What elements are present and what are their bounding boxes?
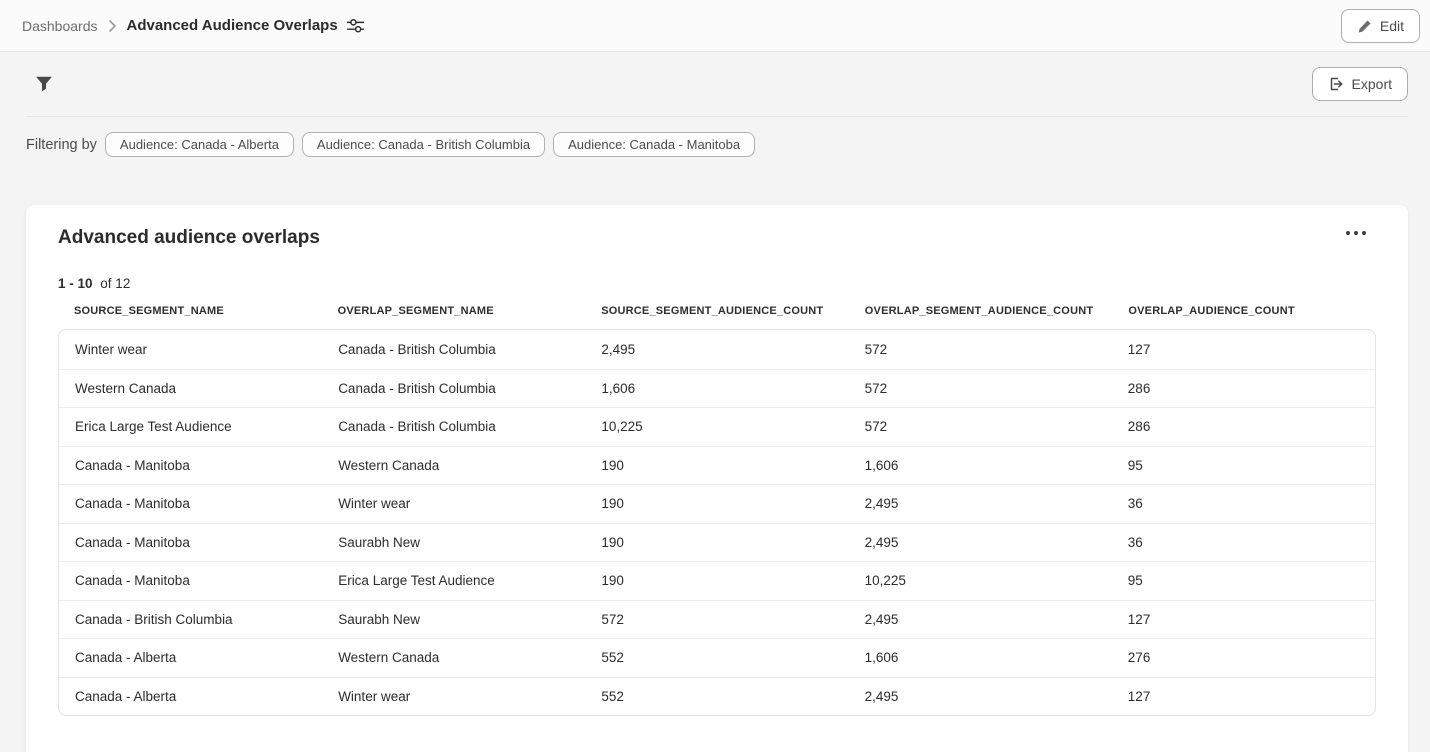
- table-cell: 2,495: [864, 496, 899, 512]
- table-cell: 2,495: [601, 341, 636, 357]
- filtering-by-label: Filtering by: [26, 136, 97, 153]
- table-cell: Western Canada: [338, 457, 440, 473]
- table-cell: 1,606: [864, 457, 899, 473]
- table-cell: 36: [1127, 534, 1143, 550]
- table-cell: 2,495: [864, 688, 899, 704]
- table-row: Canada - Manitoba Western Canada 190 1,606 9…: [59, 445, 1375, 485]
- page-title: Advanced Audience Overlaps: [127, 16, 365, 35]
- table-row: Canada - British Columbia Saurabh New 572 2…: [59, 599, 1375, 639]
- table-cell: Winter wear: [75, 341, 148, 357]
- table-row: Canada - Manitoba Erica Large Test Audien…: [59, 561, 1375, 600]
- table-cell: 276: [1127, 650, 1151, 666]
- table-cell: 1,606: [601, 380, 636, 396]
- table-cell: Winter wear: [338, 688, 411, 704]
- table-cell: Canada - Manitoba: [75, 457, 190, 473]
- export-icon: [1328, 76, 1344, 92]
- table-cell: 286: [1127, 380, 1151, 396]
- table-row: Canada - Alberta Winter wear 552 2,495 127: [59, 676, 1375, 716]
- filter-bar: Filtering by Audience: Canada - Alberta …: [26, 132, 1408, 157]
- table-cell: Winter wear: [338, 496, 411, 512]
- table-body: Winter wear Canada - British Columbia 2,49…: [58, 329, 1376, 716]
- pagination-total: of 12: [100, 276, 131, 291]
- table-cell: 190: [601, 573, 624, 589]
- table-row: Canada - Manitoba Saurabh New 190 2,495 36: [59, 522, 1375, 562]
- filter-chip-alberta[interactable]: Audience: Canada - Alberta: [104, 132, 294, 157]
- filter-chip-manitoba[interactable]: Audience: Canada - Manitoba: [553, 132, 756, 157]
- table-header-row: SOURCE_SEGMENT_NAME OVERLAP_SEGMENT_NAME S…: [58, 305, 1376, 329]
- table-row: Canada - Manitoba Winter wear 190 2,495 36: [59, 484, 1375, 523]
- edit-button-label: Edit: [1379, 18, 1404, 34]
- table-cell: 572: [864, 341, 888, 357]
- filter-button[interactable]: [30, 70, 58, 98]
- funnel-icon: [35, 75, 53, 93]
- table-cell: Canada - Alberta: [75, 650, 177, 666]
- more-options-button[interactable]: [1340, 225, 1372, 241]
- table-cell: Erica Large Test Audience: [338, 573, 495, 589]
- column-header: OVERLAP_AUDIENCE_COUNT: [1128, 305, 1295, 317]
- table-cell: Canada - Manitoba: [75, 496, 190, 512]
- table-cell: Canada - Manitoba: [75, 573, 190, 589]
- export-button[interactable]: Export: [1311, 67, 1408, 101]
- table-cell: Canada - Alberta: [75, 688, 177, 704]
- table-row: Erica Large Test Audience Canada - Britis…: [59, 407, 1375, 446]
- table-cell: Canada - British Columbia: [338, 341, 496, 357]
- table-cell: 10,225: [864, 573, 906, 589]
- table-cell: 1,606: [864, 650, 899, 666]
- table-row: Western Canada Canada - British Columbia 1…: [59, 368, 1375, 408]
- edit-button[interactable]: Edit: [1340, 9, 1420, 43]
- table-cell: 552: [601, 688, 624, 704]
- breadcrumb: Dashboards Advanced Audience Overlaps: [22, 16, 365, 35]
- table-cell: Western Canada: [338, 650, 440, 666]
- column-header: OVERLAP_SEGMENT_NAME: [337, 305, 494, 317]
- export-button-label: Export: [1351, 76, 1392, 92]
- table-row: Canada - Alberta Western Canada 552 1,606 27…: [59, 638, 1375, 677]
- main-content: Export Filtering by Audience: Canada - A…: [0, 52, 1430, 752]
- table-cell: 95: [1127, 457, 1143, 473]
- filter-chip-british-columbia[interactable]: Audience: Canada - British Columbia: [301, 132, 546, 157]
- pagination-status: 1 - 10 of 12: [58, 276, 1376, 291]
- table-cell: 127: [1127, 341, 1151, 357]
- top-bar: Dashboards Advanced Audience Overlaps Ed…: [0, 0, 1430, 52]
- table-cell: 127: [1127, 688, 1151, 704]
- table-cell: 286: [1127, 419, 1151, 435]
- table-cell: Western Canada: [75, 380, 177, 396]
- column-header: SOURCE_SEGMENT_NAME: [74, 305, 224, 317]
- table-cell: 2,495: [864, 534, 899, 550]
- table-cell: 95: [1127, 573, 1143, 589]
- pencil-icon: [1357, 19, 1372, 34]
- breadcrumb-dashboards-link[interactable]: Dashboards: [22, 17, 98, 34]
- table-cell: 127: [1127, 611, 1151, 627]
- table-cell: 2,495: [864, 611, 899, 627]
- table-cell: Saurabh New: [338, 611, 420, 627]
- pagination-range: 1 - 10: [58, 276, 93, 291]
- table-cell: Canada - British Columbia: [338, 419, 496, 435]
- page-title-text: Advanced Audience Overlaps: [126, 17, 338, 34]
- table-cell: 552: [601, 650, 624, 666]
- table-cell: Erica Large Test Audience: [75, 419, 232, 435]
- table-cell: 36: [1127, 496, 1143, 512]
- table-cell: 572: [864, 419, 888, 435]
- table-cell: Canada - Manitoba: [75, 534, 190, 550]
- chevron-right-icon: [108, 19, 117, 32]
- table-cell: Saurabh New: [338, 534, 420, 550]
- table-cell: 572: [601, 611, 624, 627]
- column-header: SOURCE_SEGMENT_AUDIENCE_COUNT: [601, 305, 824, 317]
- toolbar: Export: [26, 52, 1408, 117]
- table-cell: Canada - British Columbia: [338, 380, 496, 396]
- ellipsis-icon: [1346, 231, 1366, 235]
- column-header: OVERLAP_SEGMENT_AUDIENCE_COUNT: [864, 305, 1094, 317]
- table-cell: 190: [601, 534, 624, 550]
- table-cell: 190: [601, 457, 624, 473]
- overlap-widget-card: Advanced audience overlaps 1 - 10 of 12 …: [26, 205, 1408, 752]
- table-row: Winter wear Canada - British Columbia 2,49…: [59, 330, 1375, 369]
- table-cell: 190: [601, 496, 624, 512]
- table-cell: 10,225: [601, 419, 643, 435]
- widget-title: Advanced audience overlaps: [58, 227, 320, 248]
- table-cell: 572: [864, 380, 888, 396]
- sliders-icon[interactable]: [346, 16, 365, 35]
- table-cell: Canada - British Columbia: [75, 611, 233, 627]
